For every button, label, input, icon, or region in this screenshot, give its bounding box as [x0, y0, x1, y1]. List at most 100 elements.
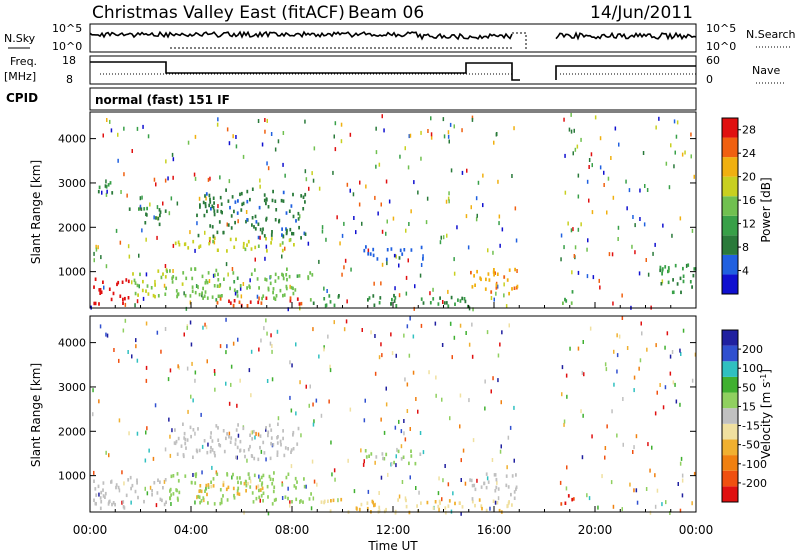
data-cell [432, 297, 435, 301]
data-cell [251, 491, 254, 495]
data-cell [183, 431, 186, 436]
noise-cell [337, 498, 339, 503]
data-cell [187, 246, 190, 250]
data-cell [672, 290, 675, 294]
data-cell [93, 301, 96, 306]
noise-cell [665, 161, 668, 166]
data-cell [256, 277, 259, 281]
data-cell [288, 274, 291, 279]
data-cell [129, 475, 132, 480]
data-cell [267, 433, 269, 438]
data-cell [146, 284, 149, 288]
data-cell [163, 502, 166, 507]
velocity-colorbar-label-main: Velocity [m s [759, 382, 773, 459]
noise-cell [646, 188, 649, 192]
data-cell [204, 489, 206, 493]
noise-cell [225, 262, 228, 267]
noise-cell [618, 334, 621, 339]
data-cell [262, 473, 265, 478]
data-cell [176, 294, 178, 299]
noise-cell [160, 349, 162, 354]
data-cell [238, 300, 241, 304]
noise-cell [378, 491, 380, 495]
data-cell [564, 501, 567, 505]
noise-cell [684, 150, 686, 155]
noise-cell [405, 228, 407, 233]
noise-cell [251, 430, 253, 435]
noise-cell [577, 346, 580, 351]
data-cell [382, 456, 384, 461]
noise-cell [270, 333, 272, 338]
data-cell [236, 491, 239, 496]
data-cell [485, 508, 488, 513]
data-cell [420, 501, 422, 505]
noise-cell [612, 195, 615, 200]
noise-cell [647, 442, 649, 447]
colorbar-segment [722, 157, 738, 177]
data-cell [266, 249, 268, 253]
nsearch-label: N.Search [746, 28, 796, 41]
noise-cell [189, 230, 191, 235]
data-cell [661, 268, 664, 273]
data-cell [122, 500, 125, 504]
data-cell [292, 232, 295, 236]
noise-cell [213, 240, 216, 245]
noise-cell [693, 471, 696, 476]
velocity-colorbar-label-exp: -1 [759, 374, 768, 382]
data-cell [298, 225, 300, 230]
noise-cell [450, 168, 453, 173]
data-cell [478, 498, 481, 502]
data-cell [94, 487, 97, 491]
noise-cell [645, 258, 647, 262]
noise-cell [97, 245, 99, 250]
data-cell [281, 248, 284, 253]
data-cell [295, 486, 297, 490]
data-cell [277, 435, 279, 439]
noise-cell [101, 190, 103, 195]
noise-cell [395, 254, 397, 259]
data-cell [157, 478, 159, 482]
data-cell [290, 285, 293, 290]
noise-cell [334, 121, 337, 126]
noise-cell [428, 370, 430, 375]
noise-cell [565, 486, 568, 491]
data-cell [484, 287, 487, 291]
data-cell [282, 276, 285, 281]
data-cell [222, 429, 225, 433]
noise-cell [172, 175, 174, 180]
noise-cell [194, 370, 197, 375]
noise-cell [646, 347, 648, 352]
data-cell [190, 480, 193, 485]
noise-cell [453, 257, 455, 262]
cpid-frame [89, 87, 697, 111]
nsky-series [89, 30, 513, 41]
data-cell [309, 271, 312, 275]
noise-cell [391, 351, 394, 356]
noise-cell [336, 215, 338, 220]
data-cell [265, 216, 268, 221]
noise-cell [460, 511, 462, 516]
data-cell [162, 486, 164, 490]
noise-cell [621, 316, 624, 320]
data-cell [146, 206, 148, 211]
data-cell [237, 480, 239, 485]
data-cell [191, 289, 194, 293]
noise-cell [577, 227, 580, 232]
data-cell [355, 506, 358, 510]
noise-cell [603, 183, 605, 187]
noise-cell [442, 117, 445, 122]
noise-cell [439, 240, 442, 245]
data-cell [229, 237, 232, 242]
data-cell [269, 477, 272, 481]
noise-cell [442, 235, 445, 240]
data-cell [280, 443, 282, 447]
data-cell [215, 424, 218, 428]
noise-cell [496, 284, 499, 289]
data-cell [291, 500, 293, 504]
data-cell [105, 185, 108, 189]
noise-cell [315, 398, 318, 403]
noise-cell [120, 190, 122, 194]
noise-cell [388, 199, 391, 204]
noise-cell [588, 496, 591, 501]
noise-cell [138, 253, 140, 258]
